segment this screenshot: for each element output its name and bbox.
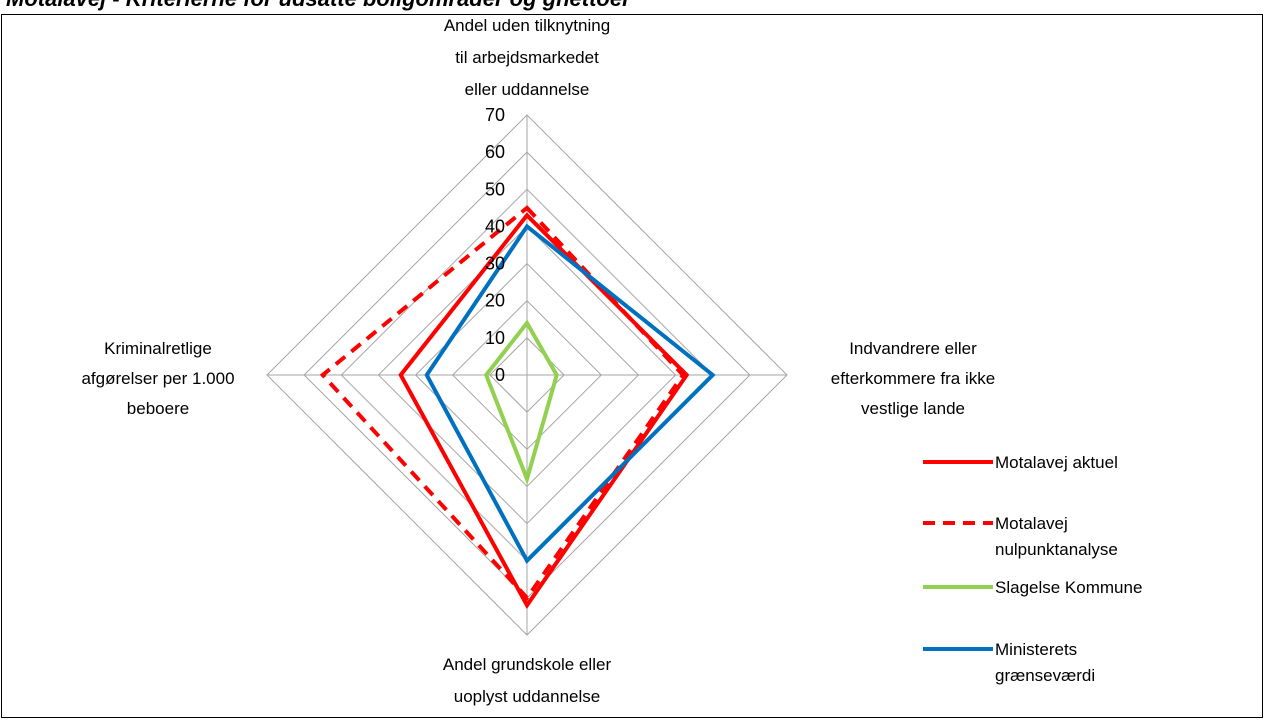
axis-label-line: Andel grundskole eller — [443, 655, 612, 674]
axis-label-line: eller uddannelse — [465, 80, 590, 99]
legend-label-3: Ministerets grænseværdi — [995, 640, 1095, 685]
axis-label-3: Kriminalretlige afgørelser per 1.000 beboe… — [81, 339, 234, 418]
tick-label-2: 20 — [485, 291, 505, 311]
axis-label-line: til arbejdsmarkedet — [455, 48, 599, 67]
axis-label-line: Kriminalretlige — [104, 339, 212, 358]
axis-label-1: Indvandrere eller efterkommere fra ikke ve… — [831, 339, 995, 418]
axis-label-line: Indvandrere eller — [849, 339, 977, 358]
axis-label-line: uoplyst uddannelse — [454, 687, 601, 706]
grid-layer — [266, 114, 788, 636]
cut-title-strip: Motalavej - Kriterierne for udsatte boli… — [0, 0, 1267, 14]
axis-label-line: efterkommere fra ikke — [831, 369, 995, 388]
chart-heading: Motalavej - Kriterierne for udsatte boli… — [6, 0, 631, 12]
series-line-1 — [319, 205, 686, 602]
series-line-0 — [398, 212, 690, 610]
legend: Motalavej aktuel Motalavej nulpunktanalyse… — [923, 453, 1142, 685]
axis-label-line: vestlige lande — [861, 399, 965, 418]
tick-label-4: 40 — [485, 216, 505, 236]
chart-frame — [1, 14, 1263, 718]
tick-label-3: 30 — [485, 254, 505, 274]
legend-label-2: Slagelse Kommune — [995, 578, 1142, 597]
axis-label-line: beboere — [127, 399, 189, 418]
axis-label-line: Andel uden tilknytning — [444, 16, 610, 35]
axis-label-2: Andel grundskole eller uoplyst uddannelse — [443, 655, 612, 706]
tick-label-6: 60 — [485, 142, 505, 162]
series-line-2 — [483, 319, 559, 486]
axis-label-line: afgørelser per 1.000 — [81, 369, 234, 388]
series-line-3 — [424, 223, 716, 565]
tick-labels: 0 10 20 30 40 50 60 70 — [485, 105, 505, 385]
tick-label-1: 10 — [485, 328, 505, 348]
series-layer — [319, 205, 716, 610]
tick-label-0: 0 — [495, 365, 505, 385]
legend-label-1: Motalavej nulpunktanalyse — [995, 514, 1118, 559]
axis-labels: Andel uden tilknytning til arbejdsmarkede… — [81, 16, 995, 706]
tick-label-7: 70 — [485, 105, 505, 125]
legend-label-0: Motalavej aktuel — [995, 453, 1118, 472]
tick-label-5: 50 — [485, 179, 505, 199]
axis-label-0: Andel uden tilknytning til arbejdsmarkede… — [444, 16, 610, 99]
